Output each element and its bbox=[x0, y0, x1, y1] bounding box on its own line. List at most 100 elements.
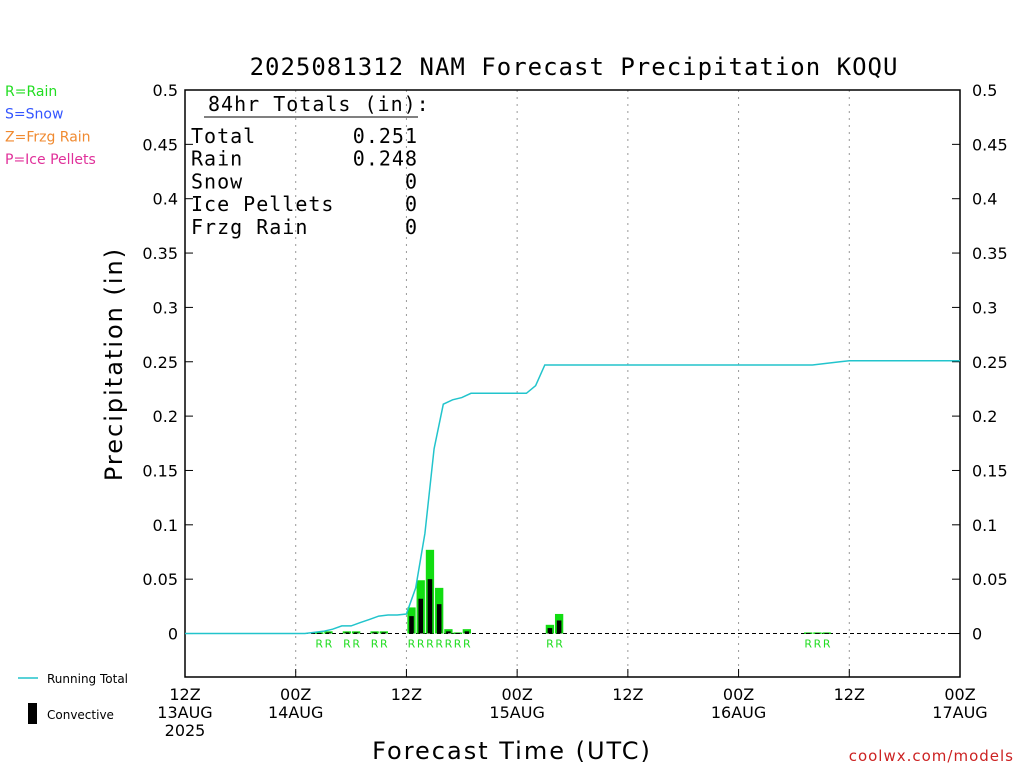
precip-bars bbox=[315, 549, 831, 634]
y-tick-label-right-5: 0.25 bbox=[972, 353, 1008, 372]
ptype-label-17: R bbox=[823, 638, 831, 651]
ptype-label-14: R bbox=[555, 638, 563, 651]
y-axis-left: 0.5 0.45 0.4 0.35 0.3 0.25 0.2 0.15 0.1 0.05 0 bbox=[142, 81, 193, 644]
y-tick-label-right-4: 0.3 bbox=[972, 298, 997, 317]
precip-legend-item-1: S=Snow bbox=[5, 107, 63, 123]
y-axis-right: 0.5 0.45 0.4 0.35 0.3 0.25 0.2 0.15 0.1 0.05 0 bbox=[952, 81, 1008, 644]
plot-frame bbox=[184, 89, 961, 678]
ptype-label-9: R bbox=[435, 638, 443, 651]
convective-bar-7 bbox=[418, 598, 424, 634]
ptype-label-12: R bbox=[463, 638, 471, 651]
convective-bar-2 bbox=[344, 632, 350, 634]
y-tick-label-left-5: 0.25 bbox=[142, 353, 178, 372]
y-tick-label-right-10: 0 bbox=[972, 625, 982, 644]
legend-label-0: Running Total bbox=[47, 672, 128, 686]
ptype-label-10: R bbox=[445, 638, 453, 651]
totals-label-0: Total bbox=[191, 124, 256, 148]
series-legend: Running Total Convective bbox=[18, 672, 128, 724]
ptype-label-3: R bbox=[352, 638, 360, 651]
y-tick-label-right-1: 0.45 bbox=[972, 135, 1008, 154]
credit-text: coolwx.com/models bbox=[849, 747, 1014, 765]
totals-value-3: 0 bbox=[405, 192, 418, 216]
totals-label-3: Ice Pellets bbox=[191, 192, 334, 216]
x-tick-label-7-2: 17AUG bbox=[932, 703, 987, 722]
convective-bar-8 bbox=[427, 579, 433, 634]
ptype-label-4: R bbox=[371, 638, 379, 651]
ptype-label-5: R bbox=[380, 638, 388, 651]
ptype-label-15: R bbox=[804, 638, 812, 651]
y-axis-label: Precipitation (in) bbox=[100, 247, 128, 481]
precip-legend-item-0: R=Rain bbox=[5, 84, 57, 100]
totals-label-4: Frzg Rain bbox=[191, 215, 308, 239]
ptype-label-2: R bbox=[343, 638, 351, 651]
totals-header: 84hr Totals (in): bbox=[208, 92, 430, 116]
x-tick-label-6-1: 12Z bbox=[834, 685, 865, 704]
convective-bar-10 bbox=[446, 631, 451, 634]
ptype-label-13: R bbox=[546, 638, 554, 651]
x-tick-label-2-1: 12Z bbox=[391, 685, 422, 704]
y-tick-label-right-8: 0.1 bbox=[972, 516, 997, 535]
y-tick-label-left-2: 0.4 bbox=[153, 190, 178, 209]
x-tick-label-0-1: 12Z bbox=[169, 685, 200, 704]
convective-bar-6 bbox=[409, 616, 414, 634]
convective-bar-9 bbox=[436, 604, 442, 634]
precip-type-legend: R=Rain S=Snow Z=Frzg Rain P=Ice Pellets bbox=[5, 84, 96, 168]
convective-bar-12 bbox=[464, 631, 470, 634]
x-tick-label-4-1: 12Z bbox=[612, 685, 643, 704]
y-tick-label-left-7: 0.15 bbox=[142, 461, 178, 480]
x-tick-label-0-3: 2025 bbox=[165, 721, 206, 740]
convective-bar-0 bbox=[316, 632, 322, 634]
chart-title: 2025081312 NAM Forecast Precipitation KO… bbox=[250, 53, 899, 81]
y-tick-label-left-1: 0.45 bbox=[142, 135, 178, 154]
y-tick-label-left-8: 0.1 bbox=[153, 516, 178, 535]
convective-bar-17 bbox=[824, 632, 829, 634]
ptype-label-7: R bbox=[417, 638, 425, 651]
convective-bar-5 bbox=[381, 632, 387, 634]
y-tick-label-right-2: 0.4 bbox=[972, 190, 997, 209]
y-tick-label-left-3: 0.35 bbox=[142, 244, 178, 263]
convective-bar-13 bbox=[547, 628, 553, 634]
x-tick-label-3-1: 00Z bbox=[501, 685, 532, 704]
convective-bar-1 bbox=[326, 632, 331, 634]
legend-bar-swatch bbox=[28, 703, 37, 724]
ptype-label-16: R bbox=[814, 638, 822, 651]
convective-bar-3 bbox=[353, 632, 359, 634]
x-tick-label-1-1: 00Z bbox=[280, 685, 311, 704]
totals-box: 84hr Totals (in): Total 0.251 Rain 0.248 Sno… bbox=[191, 92, 430, 239]
y-tick-label-left-4: 0.3 bbox=[153, 298, 178, 317]
ptype-label-11: R bbox=[454, 638, 462, 651]
y-tick-label-right-0: 0.5 bbox=[972, 81, 997, 100]
ptype-label-1: R bbox=[325, 638, 333, 651]
totals-value-0: 0.251 bbox=[353, 124, 418, 148]
totals-value-1: 0.248 bbox=[353, 147, 418, 171]
convective-bar-11 bbox=[455, 632, 460, 634]
x-axis-label: Forecast Time (UTC) bbox=[372, 737, 652, 765]
x-tick-label-5-1: 00Z bbox=[723, 685, 754, 704]
x-tick-label-7-1: 00Z bbox=[944, 685, 975, 704]
ptype-label-8: R bbox=[426, 638, 434, 651]
gridlines bbox=[295, 90, 850, 677]
convective-bar-14 bbox=[556, 620, 562, 634]
legend-label-1: Convective bbox=[47, 708, 114, 722]
x-tick-label-5-2: 16AUG bbox=[711, 703, 766, 722]
y-tick-label-right-6: 0.2 bbox=[972, 407, 997, 426]
y-tick-label-right-3: 0.35 bbox=[972, 244, 1008, 263]
y-tick-label-left-6: 0.2 bbox=[153, 407, 178, 426]
convective-bar-16 bbox=[815, 632, 820, 634]
totals-label-2: Snow bbox=[191, 169, 243, 193]
running-total-line bbox=[185, 359, 960, 635]
ptype-label-6: R bbox=[408, 638, 416, 651]
precip-legend-item-2: Z=Frzg Rain bbox=[5, 129, 91, 145]
convective-bar-4 bbox=[372, 632, 377, 634]
convective-bar-15 bbox=[805, 632, 811, 634]
ptype-label-0: R bbox=[315, 638, 323, 651]
y-tick-label-right-9: 0.05 bbox=[972, 570, 1008, 589]
y-tick-label-left-10: 0 bbox=[168, 625, 178, 644]
totals-label-1: Rain bbox=[191, 147, 243, 171]
x-tick-label-1-2: 14AUG bbox=[268, 703, 323, 722]
x-tick-label-3-2: 15AUG bbox=[489, 703, 544, 722]
y-tick-label-left-0: 0.5 bbox=[153, 81, 178, 100]
totals-value-4: 0 bbox=[405, 215, 418, 239]
